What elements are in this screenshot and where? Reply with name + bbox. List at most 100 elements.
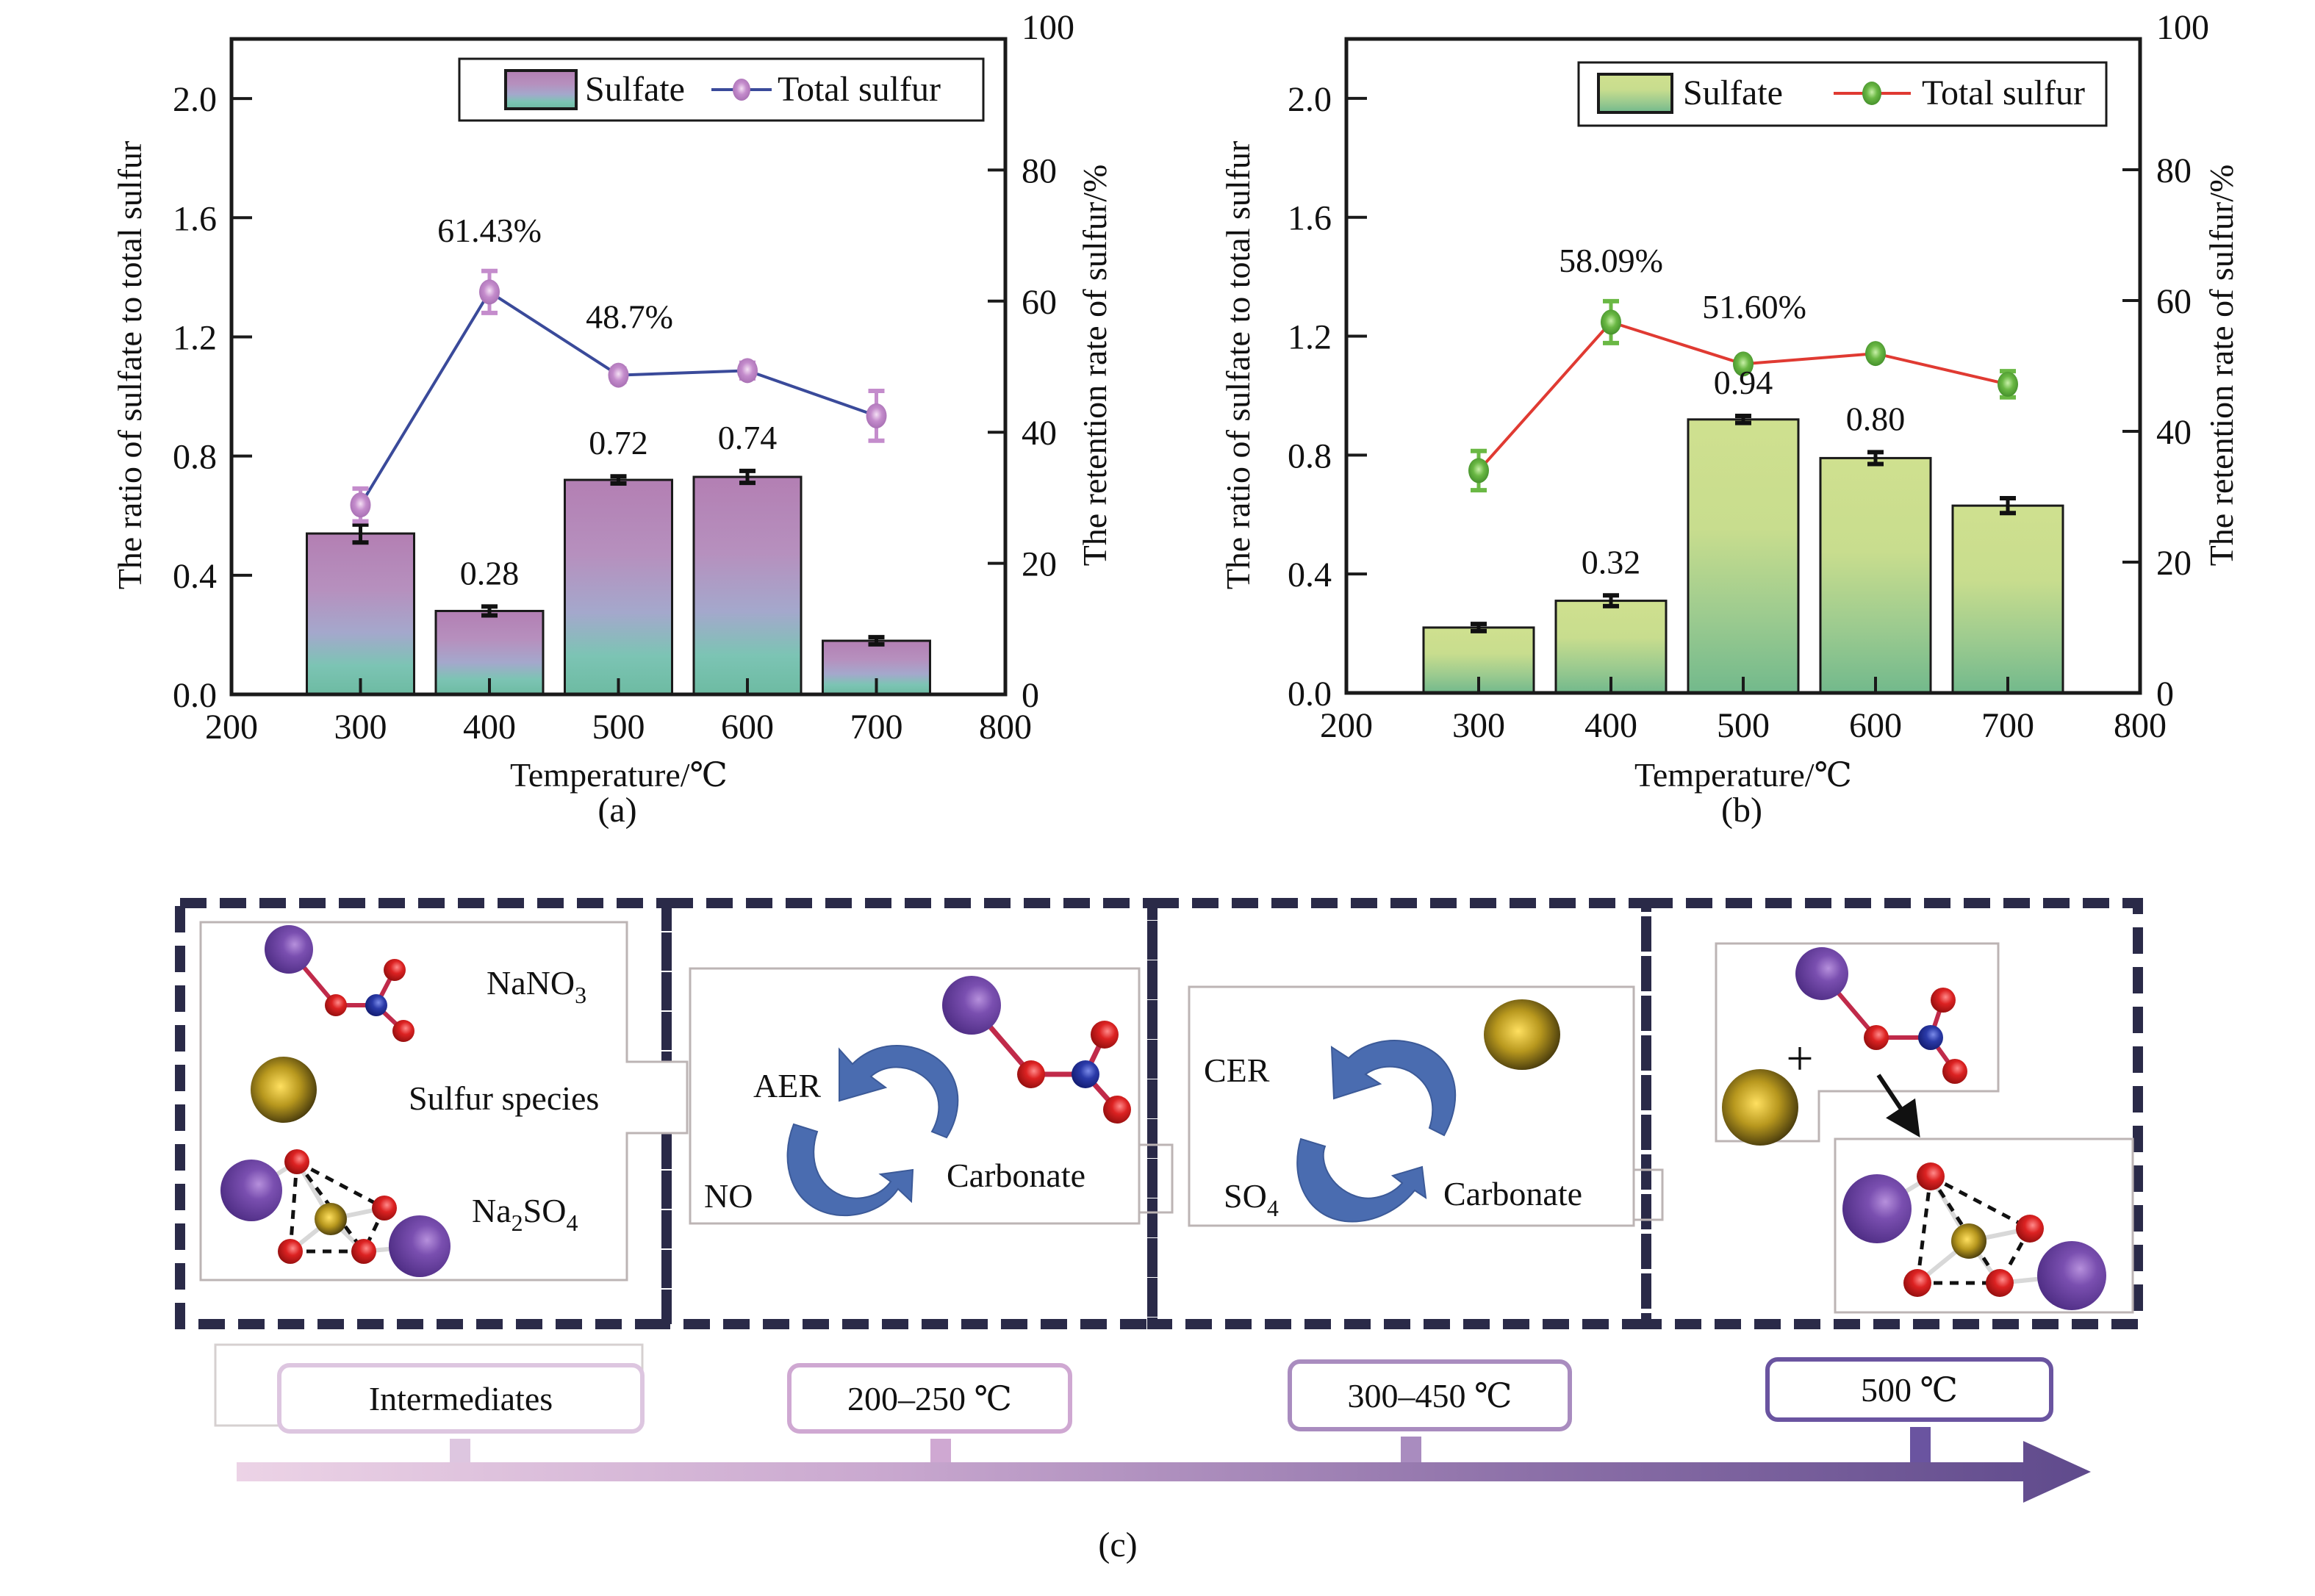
nano3-molecule-icon	[942, 976, 1131, 1124]
sulfur-sphere-icon	[1484, 999, 1560, 1070]
y-axis-title-right: The retention rate of sulfur/%	[2203, 165, 2240, 567]
y-right-tick-label: 20	[1022, 545, 1057, 584]
panel-label-c: (c)	[1098, 1525, 1137, 1564]
x-tick-label: 200	[1320, 706, 1373, 745]
so4-label: SO4	[1224, 1177, 1279, 1221]
line-data-label: 48.7%	[586, 298, 673, 336]
nano3-molecule-icon	[265, 925, 414, 1042]
x-tick-label: 800	[979, 708, 1032, 747]
timeline-step-label: 300–450 ℃	[1348, 1377, 1512, 1415]
timeline-step-box	[1765, 1357, 2053, 1422]
total-sulfur-point	[350, 492, 371, 518]
sulfur-sphere-icon	[1722, 1069, 1798, 1146]
data-labels: 0.28 0.72 0.74 61.43% 48.7%	[437, 212, 777, 592]
timeline-step-label: 200–250 ℃	[847, 1380, 1012, 1417]
legend-swatch-sulfate	[504, 69, 578, 110]
y-right-tick-label: 60	[1022, 283, 1057, 322]
sulfate-bar	[1687, 418, 1800, 694]
line-data-label: 61.43%	[437, 212, 542, 249]
sulfate-bar	[306, 532, 415, 696]
legend: Sulfate Total sulfur	[1577, 61, 2108, 127]
y-right-tick-label: 80	[2156, 151, 2192, 190]
timeline-step-box	[1288, 1359, 1572, 1431]
stage-1: NaNO3 Sulfur species	[199, 921, 689, 1282]
nano3-label: NaNO3	[487, 964, 586, 1008]
sulfate-bar	[1819, 456, 1932, 694]
total-sulfur-point	[1601, 309, 1621, 335]
carbonate-label: Carbonate	[947, 1157, 1085, 1194]
y-right-tick-label: 40	[2156, 413, 2192, 452]
y-right-tick-label: 20	[2156, 544, 2192, 583]
connector	[1634, 1168, 1664, 1221]
timeline-step-label: 500 ℃	[1861, 1371, 1958, 1409]
y-axis-title-left: The ratio of sulfate to total sulfur	[1219, 141, 1257, 590]
plus-sign: +	[1786, 1032, 1813, 1085]
timeline-step-box	[277, 1363, 645, 1434]
legend-label-total-sulfur: Total sulfur	[1922, 73, 2085, 112]
inner-box	[689, 967, 1141, 1225]
legend: Sulfate Total sulfur	[458, 57, 985, 122]
mechanism-diagram: NaNO3 Sulfur species	[175, 898, 2143, 1564]
y-left-tick-label: 1.2	[1288, 318, 1332, 357]
total-sulfur-point	[866, 403, 887, 428]
x-tick-label: 400	[463, 708, 516, 747]
y-left-tick-label: 0.4	[1288, 556, 1332, 594]
panel-label-a: (a)	[597, 791, 636, 830]
bar-data-label: 0.28	[460, 554, 520, 592]
sulfate-bar	[1951, 504, 2064, 694]
sulfur-species-label: Sulfur species	[409, 1079, 599, 1117]
inner-box	[199, 921, 689, 1282]
legend-label-total-sulfur: Total sulfur	[778, 70, 941, 109]
total-sulfur-point	[1998, 371, 2018, 397]
total-sulfur-series	[1468, 298, 2018, 493]
y-right-tick-label: 80	[1022, 151, 1057, 190]
timeline-stem	[450, 1439, 470, 1462]
y-left-tick-label: 0.0	[173, 676, 217, 715]
sulfate-bar	[692, 475, 803, 696]
legend-swatch-sulfate	[1597, 73, 1673, 114]
no-label: NO	[704, 1177, 753, 1215]
bar-data-label: 0.72	[589, 424, 648, 461]
x-tick-label: 700	[1981, 706, 2034, 745]
y-left-tick-label: 2.0	[1288, 80, 1332, 119]
bar-data-label: 0.74	[718, 419, 778, 456]
timeline-stem	[1910, 1427, 1931, 1462]
stage-4: +	[1715, 942, 2134, 1314]
y-left-tick-label: 0.0	[1288, 675, 1332, 713]
y-right-tick-label: 0	[2156, 675, 2174, 713]
bar-data-label: 0.80	[1846, 400, 1906, 437]
x-axis-title: Temperature/℃	[510, 756, 728, 794]
cer-label: CER	[1204, 1052, 1270, 1089]
total-sulfur-point	[1733, 351, 1754, 377]
y-left-tick-label: 1.6	[173, 199, 217, 238]
total-sulfur-series	[350, 268, 887, 524]
y-right-tick-label: 0	[1022, 676, 1039, 715]
total-sulfur-point	[479, 279, 500, 305]
sulfate-bar	[564, 478, 673, 696]
x-tick-label: 800	[2114, 706, 2167, 745]
y-left-tick-label: 2.0	[173, 80, 217, 119]
x-tick-label: 300	[1452, 706, 1505, 745]
timeline-steps: Intermediates 200–250 ℃ 300–450 ℃ 500 ℃	[277, 1357, 2053, 1462]
timeline-step-label: Intermediates	[369, 1380, 553, 1417]
sulfur-sphere-icon	[251, 1057, 317, 1123]
panel-label-b: (b)	[1721, 791, 1762, 830]
na2so4-label: Na2SO4	[472, 1192, 578, 1236]
line-data-label: 51.60%	[1702, 288, 1806, 326]
na2so4-molecule-icon	[1842, 1162, 2106, 1310]
timeline-stem	[930, 1439, 951, 1462]
legend-label-sulfate: Sulfate	[1683, 73, 1783, 112]
bar-data-label: 0.94	[1714, 364, 1773, 401]
y-right-tick-label: 60	[2156, 282, 2192, 321]
y-axis-title-right: The retention rate of sulfur/%	[1076, 165, 1113, 567]
connector	[1139, 1143, 1174, 1214]
stage-frame-3	[1147, 898, 1651, 1329]
y-left-tick-label: 0.8	[173, 438, 217, 477]
bar-data-label: 0.32	[1582, 543, 1641, 580]
y-right-tick-label: 100	[1022, 8, 1074, 47]
aer-label: AER	[753, 1067, 821, 1104]
reaction-arrow-icon	[1876, 1074, 1920, 1137]
carbonate-label: Carbonate	[1443, 1175, 1582, 1212]
timeline-arrow	[237, 1441, 2091, 1503]
